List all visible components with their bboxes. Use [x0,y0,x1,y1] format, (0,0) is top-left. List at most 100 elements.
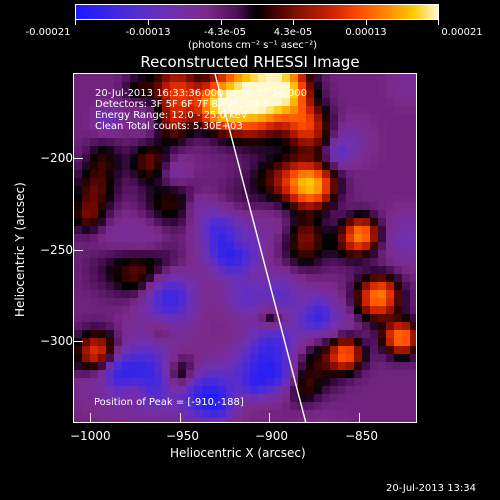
heatmap-cell [210,178,218,186]
heatmap-cell [194,210,202,218]
heatmap-cell [82,282,90,290]
heatmap-cell [370,250,378,258]
heatmap-cell [138,170,146,178]
heatmap-cell [378,362,386,370]
heatmap-cell [362,82,370,90]
heatmap-cell [114,138,122,146]
heatmap-cell [370,258,378,266]
heatmap-cell [122,378,130,386]
heatmap-cell [170,354,178,362]
heatmap-cell [90,194,98,202]
heatmap-cell [178,354,186,362]
heatmap-cell [250,106,258,114]
heatmap-cell [218,146,226,154]
heatmap-cell [146,322,154,330]
heatmap-cell [282,354,290,362]
heatmap-cell [98,138,106,146]
heatmap-cell [322,378,330,386]
heatmap-cell [114,418,122,422]
heatmap-cell [170,74,178,82]
heatmap-cell [210,114,218,122]
heatmap-cell [242,106,250,114]
heatmap-cell [306,106,314,114]
heatmap-cell [170,106,178,114]
heatmap-cell [306,90,314,98]
heatmap-cell [90,394,98,402]
heatmap-cell [378,194,386,202]
heatmap-cell [282,162,290,170]
heatmap-cell [106,154,114,162]
heatmap-cell [210,218,218,226]
heatmap-cell [106,338,114,346]
heatmap-cell [226,346,234,354]
heatmap-cell [410,210,416,218]
heatmap-cell [314,378,322,386]
heatmap-cell [362,98,370,106]
heatmap-cell [210,418,218,422]
colorbar-tick-label: -0.00021 [25,27,71,38]
heatmap-cell [370,90,378,98]
heatmap-cell [146,138,154,146]
heatmap-cell [202,210,210,218]
heatmap-cell [338,290,346,298]
heatmap-cell [90,130,98,138]
heatmap-cell [194,202,202,210]
heatmap-cell [394,146,402,154]
heatmap-cell [410,178,416,186]
heatmap-cell [378,170,386,178]
heatmap-cell [218,266,226,274]
heatmap-cell [354,170,362,178]
heatmap-cell [266,370,274,378]
heatmap-cell [210,106,218,114]
heatmap-cell [178,362,186,370]
heatmap-cell [298,202,306,210]
heatmap-cell [386,162,394,170]
heatmap-cell [154,314,162,322]
heatmap-cell [290,266,298,274]
heatmap-cell [170,242,178,250]
heatmap-cell [194,378,202,386]
heatmap-cell [410,290,416,298]
heatmap-cell [314,90,322,98]
heatmap-cell [130,298,138,306]
heatmap-cell [378,114,386,122]
heatmap-cell [122,210,130,218]
chart-title: Reconstructed RHESSI Image [140,53,360,71]
heatmap-cell [274,130,282,138]
heatmap-cell [290,122,298,130]
heatmap-cell [298,122,306,130]
heatmap-cell [162,178,170,186]
heatmap-cell [82,146,90,154]
heatmap-cell [74,250,82,258]
heatmap-cell [306,394,314,402]
heatmap-cell [154,82,162,90]
heatmap-cell [82,418,90,422]
heatmap-cell [74,402,82,410]
heatmap-cell [170,330,178,338]
heatmap-cell [330,194,338,202]
heatmap-cell [194,146,202,154]
heatmap-cell [282,194,290,202]
heatmap-cell [346,346,354,354]
heatmap-cell [186,322,194,330]
heatmap-cell [274,74,282,82]
heatmap-cell [266,258,274,266]
heatmap-cell [106,370,114,378]
heatmap-cell [362,194,370,202]
heatmap-cell [146,402,154,410]
heatmap-cell [354,114,362,122]
heatmap-cell [194,186,202,194]
heatmap-cell [226,202,234,210]
heatmap-cell [410,362,416,370]
heatmap-cell [322,226,330,234]
heatmap-cell [130,202,138,210]
heatmap-cell [250,146,258,154]
heatmap-cell [82,394,90,402]
heatmap-cell [370,138,378,146]
heatmap-cell [74,202,82,210]
heatmap-cell [402,418,410,422]
heatmap-cell [370,354,378,362]
heatmap-cell [362,242,370,250]
heatmap-cell [322,258,330,266]
heatmap-cell [242,82,250,90]
